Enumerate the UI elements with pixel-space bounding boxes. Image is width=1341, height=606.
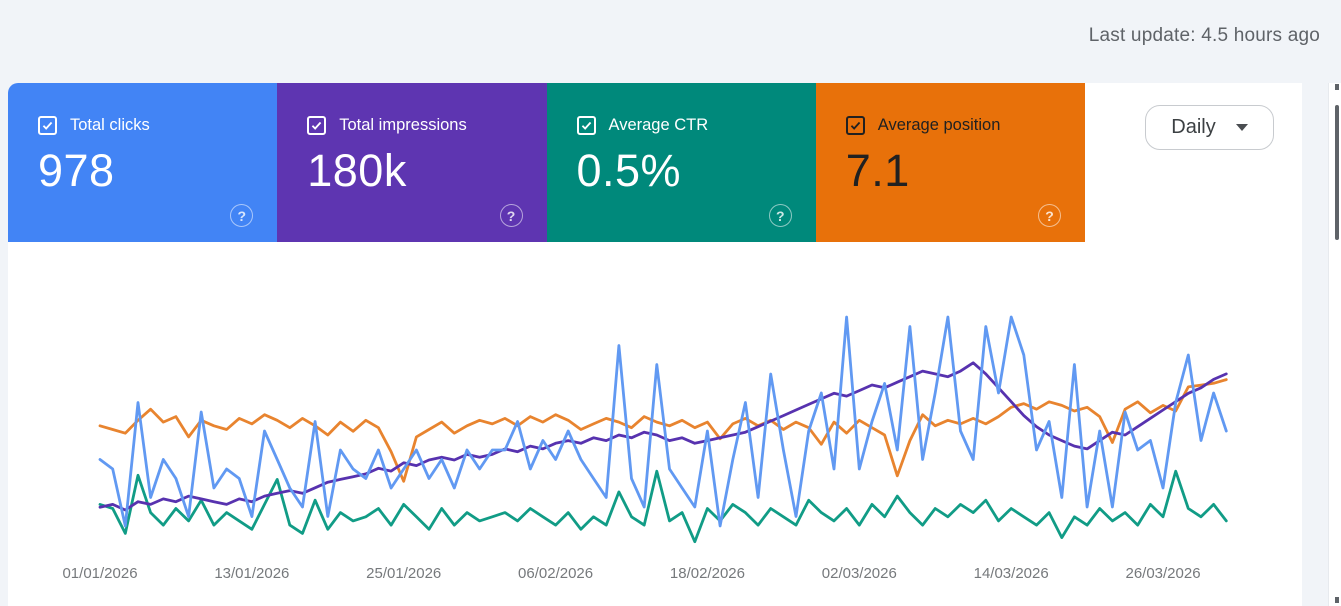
performance-chart[interactable] [8,242,1302,562]
card-label: Average CTR [608,116,709,134]
position-checkbox[interactable] [845,116,865,135]
scrollbar-up-arrow[interactable] [1335,84,1339,90]
scrollbar-thumb[interactable] [1335,105,1339,240]
checkbox-check-icon [850,121,860,130]
chevron-down-icon [1235,124,1248,131]
card-header: Average CTR [576,116,816,135]
scrollbar-down-arrow[interactable] [1335,597,1339,603]
clicks-checkbox[interactable] [38,116,57,135]
card-label: Average position [877,116,1001,134]
metric-card-clicks[interactable]: Total clicks 978 ? [8,83,278,242]
x-axis-label: 01/01/2026 [62,565,138,582]
scrollbar-track[interactable] [1328,83,1341,606]
help-icon[interactable]: ? [499,204,523,227]
x-axis-label: 13/01/2026 [214,565,290,582]
card-value: 180k [307,145,407,196]
card-header: Total clicks [38,116,277,135]
granularity-label: Daily [1171,116,1216,138]
series-clicks-line [98,315,1228,528]
metric-card-impressions[interactable]: Total impressions 180k ? [277,83,547,242]
card-value: 978 [38,145,115,196]
card-header: Average position [845,116,1085,135]
help-icon[interactable]: ? [1038,204,1061,227]
x-axis-label: 25/01/2026 [366,565,442,582]
x-axis-label: 02/03/2026 [821,565,897,582]
card-label: Total impressions [339,116,467,134]
checkbox-check-icon [42,121,53,130]
card-value: 0.5% [576,145,682,196]
card-label: Total clicks [70,116,150,134]
metric-card-ctr[interactable]: Average CTR 0.5% ? [546,83,816,242]
chart-area [8,242,1302,562]
series-impressions-line [98,361,1228,512]
help-icon[interactable]: ? [768,204,792,227]
impressions-checkbox[interactable] [307,116,327,135]
checkbox-check-icon [581,121,591,130]
ctr-checkbox[interactable] [576,116,596,135]
metric-cards-row: Total clicks 978 ? Total impressions 180… [8,83,1085,242]
help-icon[interactable]: ? [230,204,254,227]
date-granularity-dropdown[interactable]: Daily [1145,105,1274,150]
x-axis-label: 14/03/2026 [973,565,1049,582]
x-axis-label: 18/02/2026 [669,565,745,582]
last-update-text: Last update: 4.5 hours ago [1088,25,1320,46]
card-value: 7.1 [845,145,910,196]
metric-card-position[interactable]: Average position 7.1 ? [815,83,1085,242]
x-axis: 01/01/2026 13/01/2026 25/01/2026 06/02/2… [8,565,1302,587]
x-axis-label: 26/03/2026 [1125,565,1201,582]
series-ctr-line [98,469,1228,544]
x-axis-label: 06/02/2026 [518,565,594,582]
checkbox-check-icon [312,121,322,130]
content-panel: Total clicks 978 ? Total impressions 180… [8,83,1302,606]
card-header: Total impressions [307,116,546,135]
